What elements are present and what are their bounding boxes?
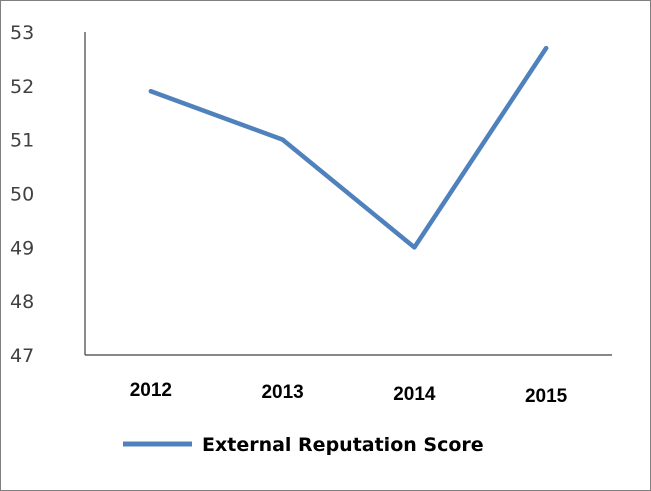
- y-tick-label: 48: [10, 291, 34, 313]
- x-tick-label: 2014: [393, 384, 436, 405]
- data-point: [543, 45, 549, 51]
- data-point: [412, 245, 417, 250]
- y-axis-ticks: 47 48 49 50 51 52 53: [10, 22, 34, 367]
- series-line: [148, 45, 549, 250]
- y-tick-label: 47: [10, 345, 34, 367]
- x-tick-label: 2012: [130, 380, 172, 401]
- y-tick-label: 53: [10, 22, 34, 44]
- series-group: [148, 45, 549, 250]
- data-point: [280, 137, 285, 142]
- x-tick-label: 2013: [261, 382, 303, 403]
- y-tick-label: 49: [10, 237, 34, 259]
- y-tick-label: 52: [10, 76, 34, 98]
- legend-label: External Reputation Score: [202, 434, 484, 456]
- y-tick-label: 51: [10, 130, 34, 152]
- y-tick-label: 50: [10, 184, 34, 206]
- x-axis-ticks: 2012 2013 2014 2015: [130, 380, 568, 407]
- data-point: [148, 89, 154, 94]
- legend: External Reputation Score: [123, 434, 484, 456]
- x-tick-label: 2015: [525, 386, 568, 407]
